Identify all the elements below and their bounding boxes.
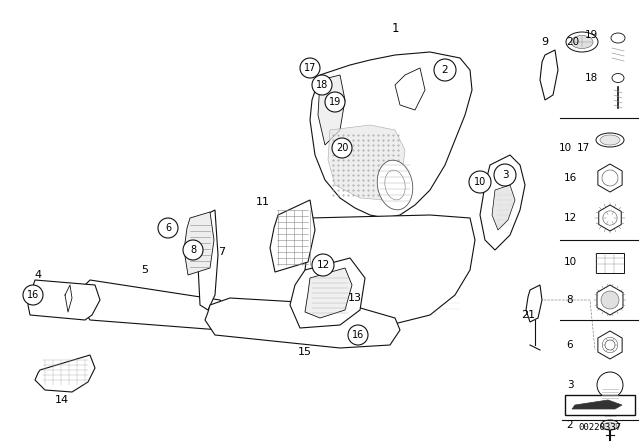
Circle shape	[23, 285, 43, 305]
Polygon shape	[305, 268, 352, 318]
Text: 6: 6	[165, 223, 171, 233]
Polygon shape	[184, 212, 214, 275]
Text: 20: 20	[336, 143, 348, 153]
Text: 6: 6	[566, 340, 573, 350]
Polygon shape	[599, 205, 621, 231]
Circle shape	[602, 170, 618, 186]
Polygon shape	[598, 331, 622, 359]
Text: 15: 15	[298, 347, 312, 357]
Text: 13: 13	[348, 293, 362, 303]
Circle shape	[603, 211, 617, 225]
Polygon shape	[328, 125, 405, 200]
Text: 3: 3	[502, 170, 508, 180]
Text: 10: 10	[563, 257, 577, 267]
Polygon shape	[290, 258, 365, 328]
Polygon shape	[318, 75, 345, 145]
Circle shape	[332, 138, 352, 158]
Polygon shape	[198, 210, 218, 310]
FancyBboxPatch shape	[596, 253, 624, 273]
Circle shape	[312, 254, 334, 276]
Text: 21: 21	[521, 310, 535, 320]
Text: 12: 12	[316, 260, 330, 270]
Circle shape	[434, 59, 456, 81]
Circle shape	[312, 75, 332, 95]
Polygon shape	[526, 285, 542, 322]
Circle shape	[183, 240, 203, 260]
Text: 3: 3	[566, 380, 573, 390]
Text: 8: 8	[190, 245, 196, 255]
Polygon shape	[572, 400, 622, 409]
Text: 4: 4	[35, 270, 42, 280]
Circle shape	[494, 164, 516, 186]
Polygon shape	[28, 280, 100, 320]
Polygon shape	[205, 298, 400, 348]
Text: 2: 2	[566, 420, 573, 430]
Text: 14: 14	[55, 395, 69, 405]
Text: 19: 19	[329, 97, 341, 107]
Text: 18: 18	[584, 73, 598, 83]
Ellipse shape	[601, 420, 619, 430]
Text: 19: 19	[584, 30, 598, 40]
Ellipse shape	[385, 170, 405, 200]
Text: 17: 17	[577, 143, 589, 153]
Text: 16: 16	[27, 290, 39, 300]
Text: 11: 11	[256, 197, 270, 207]
Text: 12: 12	[563, 213, 577, 223]
Ellipse shape	[596, 133, 624, 147]
Text: 10: 10	[474, 177, 486, 187]
Circle shape	[300, 58, 320, 78]
Circle shape	[597, 372, 623, 398]
Text: 20: 20	[566, 37, 580, 47]
Polygon shape	[492, 185, 515, 230]
Circle shape	[469, 171, 491, 193]
FancyBboxPatch shape	[565, 395, 635, 415]
Polygon shape	[75, 280, 230, 330]
Circle shape	[602, 337, 618, 353]
Ellipse shape	[611, 33, 625, 43]
Text: 1: 1	[391, 22, 399, 34]
Polygon shape	[540, 50, 558, 100]
Text: 5: 5	[141, 265, 148, 275]
Polygon shape	[597, 285, 623, 315]
Circle shape	[158, 218, 178, 238]
Ellipse shape	[600, 135, 620, 145]
Ellipse shape	[603, 422, 617, 430]
Circle shape	[348, 325, 368, 345]
Text: 8: 8	[566, 295, 573, 305]
Circle shape	[602, 292, 618, 308]
Text: 17: 17	[304, 63, 316, 73]
Text: 7: 7	[218, 247, 225, 257]
Polygon shape	[270, 200, 315, 272]
Ellipse shape	[612, 73, 624, 82]
Text: 10: 10	[559, 143, 572, 153]
Ellipse shape	[571, 35, 593, 48]
Polygon shape	[480, 155, 525, 250]
Polygon shape	[395, 68, 425, 110]
Text: 16: 16	[352, 330, 364, 340]
Polygon shape	[598, 164, 622, 192]
Text: 18: 18	[316, 80, 328, 90]
Polygon shape	[310, 52, 472, 218]
Circle shape	[325, 92, 345, 112]
Ellipse shape	[377, 160, 413, 210]
Circle shape	[601, 291, 619, 309]
Ellipse shape	[566, 32, 598, 52]
Circle shape	[602, 170, 618, 186]
Text: 00220337: 00220337	[579, 423, 621, 432]
Polygon shape	[305, 215, 475, 325]
Polygon shape	[35, 355, 95, 392]
Text: 2: 2	[442, 65, 448, 75]
Text: 9: 9	[541, 37, 548, 47]
Circle shape	[605, 340, 615, 350]
Text: 16: 16	[563, 173, 577, 183]
